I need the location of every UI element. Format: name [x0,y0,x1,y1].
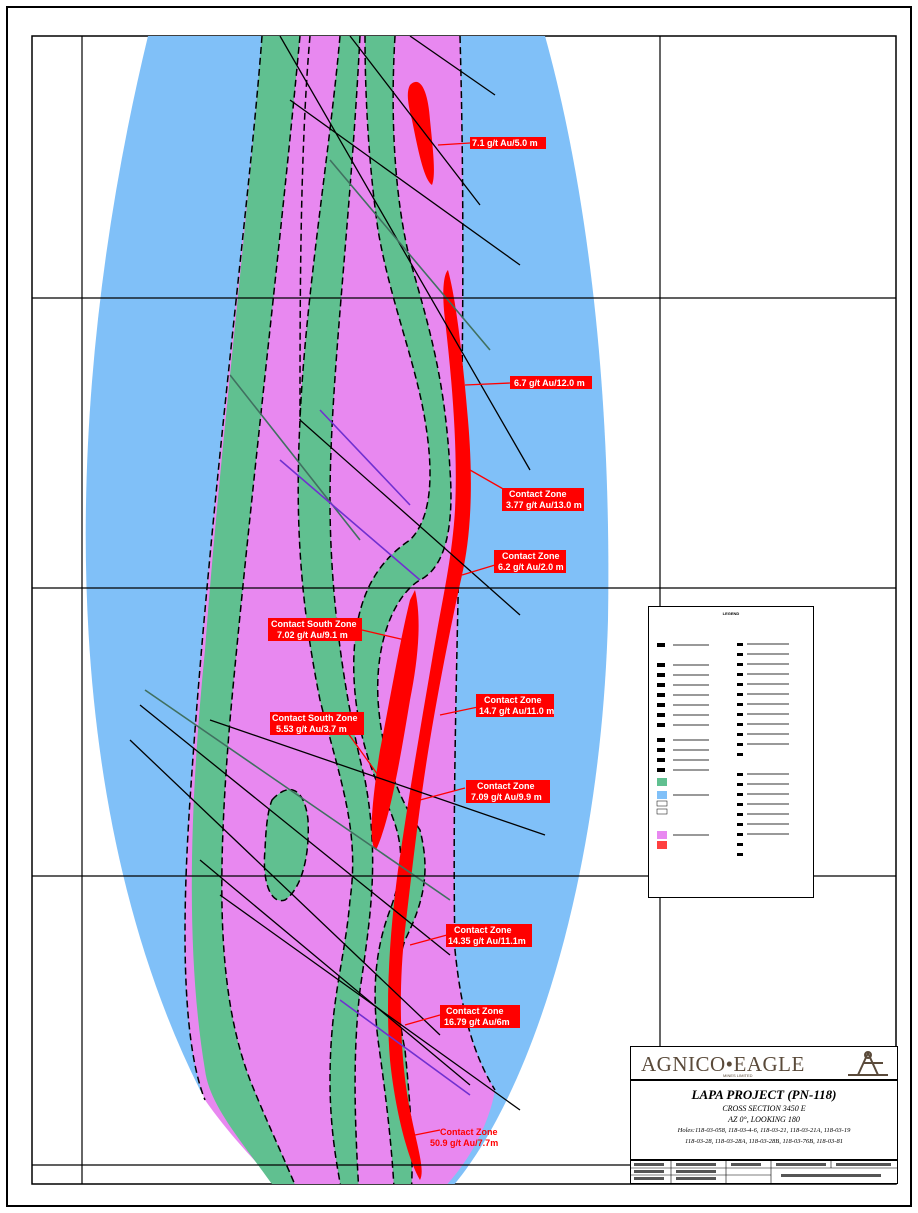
svg-text:14.7 g/t Au/11.0 m: 14.7 g/t Au/11.0 m [479,706,554,716]
svg-text:Contact Zone: Contact Zone [502,551,560,561]
intercept-label: Contact Zone 6.2 g/t Au/2.0 m [494,550,566,573]
svg-text:Contact South Zone: Contact South Zone [272,713,358,723]
outer-border [6,6,912,1207]
svg-text:7.1 g/t Au/5.0 m: 7.1 g/t Au/5.0 m [472,138,538,148]
svg-text:6.2 g/t Au/2.0 m: 6.2 g/t Au/2.0 m [498,562,564,572]
svg-text:16.79 g/t Au/6m: 16.79 g/t Au/6m [444,1017,510,1027]
intercept-label: Contact Zone 14.35 g/t Au/11.1m [446,924,532,947]
svg-text:3.77 g/t Au/13.0 m: 3.77 g/t Au/13.0 m [506,500,582,510]
svg-text:Contact Zone: Contact Zone [454,925,512,935]
intercept-label: Contact Zone 16.79 g/t Au/6m [440,1005,520,1028]
legend-swatches [656,643,789,856]
intercept-label: Contact Zone 3.77 g/t Au/13.0 m [502,488,584,511]
ore-bodies [371,81,471,1180]
sediment-band-west [191,36,300,1184]
svg-text:Contact Zone: Contact Zone [446,1006,504,1016]
svg-text:Contact South Zone: Contact South Zone [271,619,357,629]
svg-text:Contact Zone: Contact Zone [509,489,567,499]
stamp-grid [631,1161,897,1183]
approval-stamp [630,1160,898,1184]
intercept-label: 6.7 g/t Au/12.0 m [510,376,592,389]
sediment-lens [264,789,309,901]
hole-list-1: Holes:118-03-058, 118-03-4-6, 118-03-21,… [677,1127,851,1134]
ore-lens-north [407,81,434,185]
svg-text:Contact Zone: Contact Zone [484,695,542,705]
svg-text:7.02 g/t Au/9.1 m: 7.02 g/t Au/9.1 m [277,630,348,640]
logo-name: AGNICO•EAGLE [641,1052,805,1076]
intercept-label: Contact Zone 50.9 g/t Au/7.7m [430,1127,498,1148]
sediment-band-east [353,36,451,1184]
intercept-label: 7.1 g/t Au/5.0 m [470,137,546,149]
legend-title: LEGEND [722,611,740,616]
svg-text:6.7 g/t Au/12.0 m: 6.7 g/t Au/12.0 m [514,378,585,388]
drill-holes [129,36,546,1111]
svg-text:Contact Zone: Contact Zone [440,1127,498,1137]
section-title: LAPA PROJECT (PN-118) [691,1087,837,1102]
headframe-icon [848,1051,888,1076]
logo-subtitle: MINES LIMITED [723,1073,753,1078]
ore-contact-zone [387,270,471,1180]
svg-text:14.35 g/t Au/11.1m: 14.35 g/t Au/11.1m [448,936,526,946]
intercept-label: Contact South Zone 7.02 g/t Au/9.1 m [268,618,362,641]
section-orientation: AZ 0°, LOOKING 180 [728,1115,800,1124]
svg-text:50.9 g/t Au/7.7m: 50.9 g/t Au/7.7m [430,1138,498,1148]
intercept-labels: 7.1 g/t Au/5.0 m 6.7 g/t Au/12.0 m Conta… [268,137,592,1148]
ore-contact-south [371,590,419,850]
svg-text:Contact Zone: Contact Zone [477,781,535,791]
title-block: LAPA PROJECT (PN-118) CROSS SECTION 3450… [630,1080,898,1160]
legend-box: LEGEND [648,606,814,898]
intercept-label: Contact Zone 14.7 g/t Au/11.0 m [476,694,554,717]
svg-text:7.09 g/t Au/9.9 m: 7.09 g/t Au/9.9 m [471,792,542,802]
svg-text:5.53 g/t Au/3.7 m: 5.53 g/t Au/3.7 m [276,724,347,734]
intercept-label: Contact South Zone 5.53 g/t Au/3.7 m [270,712,364,735]
company-logo: AGNICO•EAGLE MINES LIMITED [630,1046,898,1080]
intercept-label: Contact Zone 7.09 g/t Au/9.9 m [466,780,550,803]
hole-list-2: 118-03-28, 118-03-28A, 118-03-28B, 118-0… [685,1138,843,1145]
section-subtitle: CROSS SECTION 3450 E [722,1104,806,1113]
